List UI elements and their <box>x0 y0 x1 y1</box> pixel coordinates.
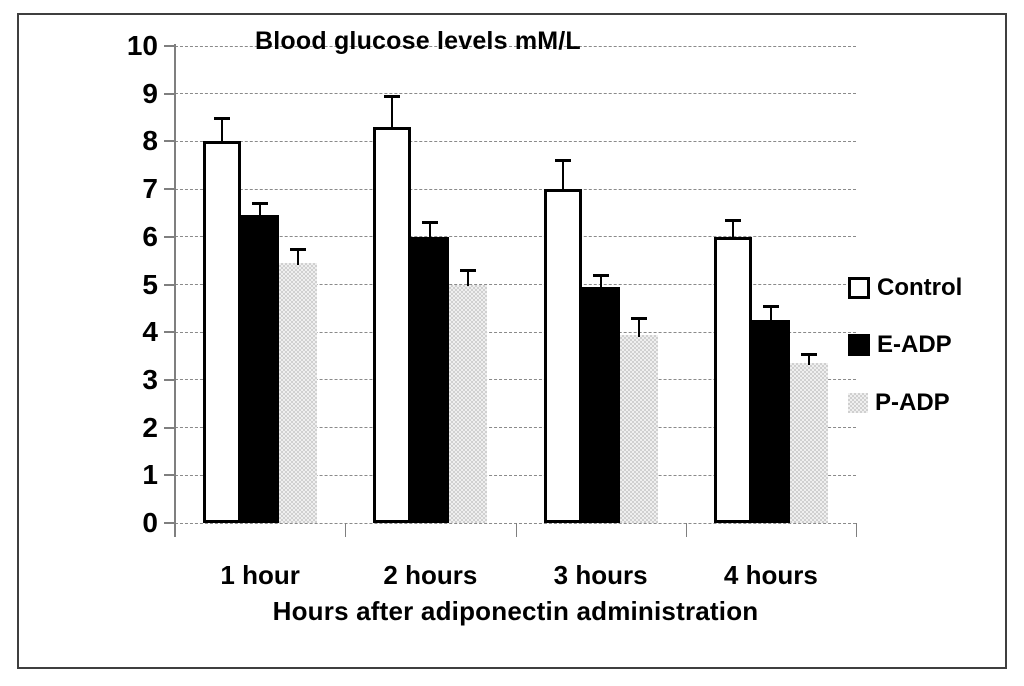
error-bar-cap <box>554 159 571 163</box>
y-tick-label: 6 <box>142 220 158 252</box>
error-bar-line <box>297 248 299 266</box>
y-axis-tick <box>164 474 175 477</box>
figure-border <box>17 13 1007 669</box>
y-axis-tick <box>164 331 175 334</box>
y-tick-label: 4 <box>142 316 158 348</box>
x-axis-tick <box>856 523 857 537</box>
bar-p-adp-1-hour <box>279 263 317 523</box>
legend-swatch-e-adp <box>848 334 870 356</box>
bar-e-adp-2-hours <box>411 236 450 523</box>
y-axis-line <box>174 44 176 537</box>
gridline <box>175 45 856 47</box>
y-axis-tick <box>164 522 175 524</box>
x-axis-title: Hours after adiponectin administration <box>272 596 759 626</box>
x-axis-tick <box>515 523 517 537</box>
bar-control-2-hours <box>373 127 412 523</box>
error-bar-line <box>259 203 261 218</box>
y-tick-label: 1 <box>142 459 158 491</box>
x-category-label: 2 hours <box>383 560 478 590</box>
chart-title: Blood glucose levels mM/L <box>255 27 581 55</box>
bar-e-adp-4-hours <box>751 320 790 523</box>
error-bar-cap <box>384 95 401 99</box>
error-bar-cap <box>290 247 306 251</box>
error-bar-line <box>467 270 470 287</box>
bar-e-adp-3-hours <box>581 286 620 523</box>
x-axis-tick <box>175 523 176 537</box>
legend-item-e-adp: E-ADP <box>848 331 952 359</box>
gridline <box>175 284 856 285</box>
error-bar-cap <box>214 116 230 120</box>
error-bar-line <box>807 353 810 366</box>
gridline <box>175 93 856 95</box>
error-bar-line <box>561 160 564 192</box>
x-category-label: 3 hours <box>553 560 648 590</box>
bar-control-4-hours <box>713 236 752 523</box>
gridline <box>175 140 856 142</box>
error-bar-cap <box>800 352 817 356</box>
error-bar-cap <box>252 202 268 206</box>
y-tick-label: 7 <box>142 173 158 205</box>
x-category-label: 4 hours <box>723 560 818 590</box>
y-tick-label: 8 <box>142 125 158 157</box>
y-axis-tick <box>164 283 175 286</box>
bar-e-adp-1-hour <box>241 215 279 523</box>
x-axis-tick <box>345 523 347 537</box>
bar-control-3-hours <box>543 189 582 523</box>
error-bar-line <box>769 305 772 323</box>
error-bar-cap <box>460 269 477 273</box>
gridline <box>175 379 856 381</box>
bar-control-1-hour <box>203 141 241 523</box>
error-bar-cap <box>422 221 439 225</box>
legend-label-p-adp: P-ADP <box>875 389 950 416</box>
bar-p-adp-4-hours <box>789 363 828 523</box>
legend-swatch-p-adp <box>848 393 868 413</box>
y-tick-label: 3 <box>142 363 158 395</box>
legend-item-control: Control <box>848 274 962 302</box>
legend-label-control: Control <box>877 274 963 301</box>
gridline <box>175 427 856 429</box>
error-bar-cap <box>762 304 779 308</box>
y-tick-label: 9 <box>142 77 158 109</box>
y-axis-tick <box>164 188 175 191</box>
error-bar-line <box>731 220 734 239</box>
y-axis-tick <box>164 92 175 95</box>
legend-swatch-control <box>848 277 870 299</box>
y-axis-tick <box>164 426 175 429</box>
y-axis-tick <box>164 235 175 238</box>
bar-p-adp-3-hours <box>619 334 658 523</box>
error-bar-line <box>429 222 432 239</box>
error-bar-line <box>391 96 394 130</box>
gridline <box>175 474 856 476</box>
error-bar-line <box>599 274 602 289</box>
legend-item-p-adp: P-ADP <box>848 389 950 417</box>
y-tick-label: 5 <box>142 268 158 300</box>
gridline <box>175 236 856 238</box>
error-bar-line <box>221 117 223 144</box>
y-axis-tick <box>164 378 175 381</box>
gridline <box>175 188 856 190</box>
x-category-label: 1 hour <box>220 560 300 590</box>
gridline <box>175 331 856 333</box>
y-tick-label: 10 <box>126 30 158 61</box>
bar-p-adp-2-hours <box>449 284 488 523</box>
error-bar-line <box>637 317 640 337</box>
y-axis-tick <box>164 45 175 47</box>
y-tick-label: 0 <box>142 507 158 538</box>
y-tick-label: 2 <box>142 411 158 443</box>
y-axis-tick <box>164 140 175 143</box>
error-bar-cap <box>592 273 609 277</box>
x-axis-tick <box>685 523 687 537</box>
legend-label-e-adp: E-ADP <box>877 331 952 358</box>
error-bar-cap <box>724 219 741 223</box>
error-bar-cap <box>630 316 647 320</box>
